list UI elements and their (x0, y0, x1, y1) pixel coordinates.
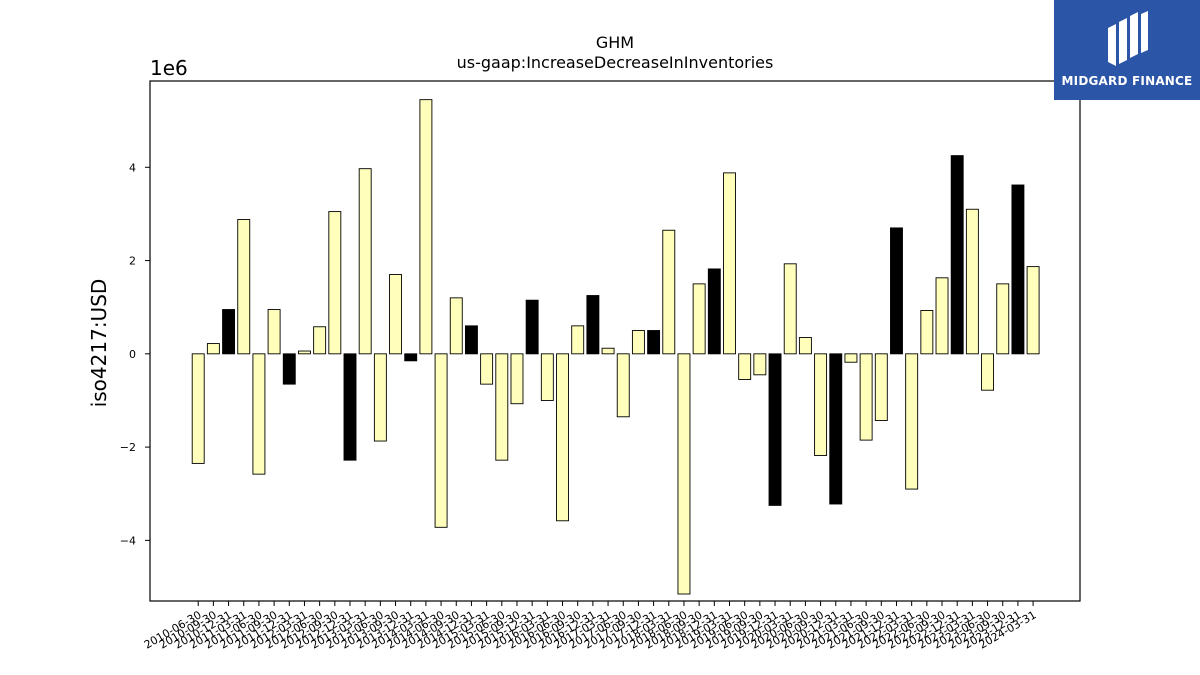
bar-2015-09-30 (510, 353, 524, 405)
y-tick-label: 2 (129, 255, 136, 268)
bar-2015-12-31 (525, 299, 539, 355)
bar-2015-03-31 (480, 353, 494, 385)
bar-2011-03-31 (237, 219, 251, 355)
y-axis-label: iso4217:USD (87, 279, 111, 408)
bar-2021-06-30 (859, 353, 873, 441)
bar-2016-06-30 (556, 353, 569, 522)
bar-2023-06-30 (981, 353, 995, 391)
bar-2011-06-30 (252, 353, 266, 475)
bar-2022-06-30 (920, 310, 934, 355)
bar-2022-12-31 (950, 155, 964, 355)
y-offset-label: 1e6 (150, 56, 188, 80)
bar-2013-09-30 (389, 274, 402, 355)
chart-subtitle: us-gaap:IncreaseDecreaseInInventories (457, 53, 774, 72)
y-tick-label: 4 (129, 161, 136, 174)
bar-2021-09-30 (874, 353, 888, 421)
bar-2017-03-31 (601, 347, 615, 355)
logo-text: MIDGARD FINANCE (1061, 74, 1193, 88)
bar-2017-12-31 (647, 330, 661, 355)
bar-2023-03-31 (965, 208, 979, 355)
bar-2019-06-30 (738, 353, 752, 380)
chart-title: GHM (596, 33, 634, 52)
bar-2020-12-31 (829, 353, 843, 505)
bar-2012-09-30 (328, 211, 342, 355)
bars-group (191, 99, 1040, 595)
bar-2023-12-31 (1011, 184, 1025, 355)
bar-2018-03-31 (662, 229, 676, 355)
bar-2016-12-31 (586, 295, 600, 355)
bar-2012-03-31 (298, 350, 311, 355)
bar-2010-12-31 (222, 309, 236, 355)
bar-2014-09-30 (449, 297, 463, 355)
x-ticks-group: 2010-06-302010-09-302010-12-312011-03-31… (142, 601, 1039, 652)
bar-2022-03-31 (905, 353, 919, 490)
bar-2024-03-31 (1026, 266, 1040, 355)
bar-2014-03-31 (419, 99, 433, 355)
bar-2012-12-31 (343, 353, 357, 461)
y-ticks-group: −4 −2 0 2 4 (120, 161, 150, 547)
bar-2014-06-30 (434, 353, 448, 528)
y-tick-label: 0 (129, 348, 136, 361)
bar-2019-03-31 (723, 172, 736, 355)
bar-2011-12-31 (282, 353, 296, 385)
y-tick-label: −2 (120, 441, 136, 454)
bar-2017-06-30 (616, 353, 630, 418)
bar-2013-12-31 (404, 353, 418, 362)
bar-2010-06-30 (191, 353, 205, 464)
bar-2021-12-31 (890, 227, 903, 355)
bar-2018-12-31 (707, 268, 721, 355)
bar-2010-09-30 (206, 343, 220, 355)
bar-2017-09-30 (631, 330, 645, 355)
bar-2022-09-30 (935, 277, 949, 355)
bar-2020-03-31 (783, 263, 797, 355)
bar-2020-06-30 (798, 337, 812, 355)
bar-2020-09-30 (814, 353, 828, 456)
y-tick-label: −4 (120, 534, 136, 547)
bar-2018-06-30 (677, 353, 691, 595)
bar-2019-09-30 (753, 353, 767, 376)
midgard-logo-icon (1108, 11, 1148, 66)
bar-2018-09-30 (692, 283, 706, 355)
bar-2011-09-30 (267, 309, 281, 355)
plot-frame (149, 80, 1081, 602)
bar-2014-12-31 (464, 325, 478, 355)
bar-2013-06-30 (373, 353, 387, 442)
bar-2016-03-31 (540, 353, 554, 401)
bar-2023-09-30 (996, 283, 1010, 355)
bar-2021-03-31 (844, 353, 858, 363)
bar-2019-12-31 (768, 353, 782, 506)
bar-2015-06-30 (495, 353, 509, 461)
bar-2013-03-31 (358, 168, 372, 355)
bar-2012-06-30 (313, 326, 327, 355)
bar-2016-09-30 (571, 325, 585, 355)
midgard-finance-logo: MIDGARD FINANCE (1054, 0, 1200, 100)
